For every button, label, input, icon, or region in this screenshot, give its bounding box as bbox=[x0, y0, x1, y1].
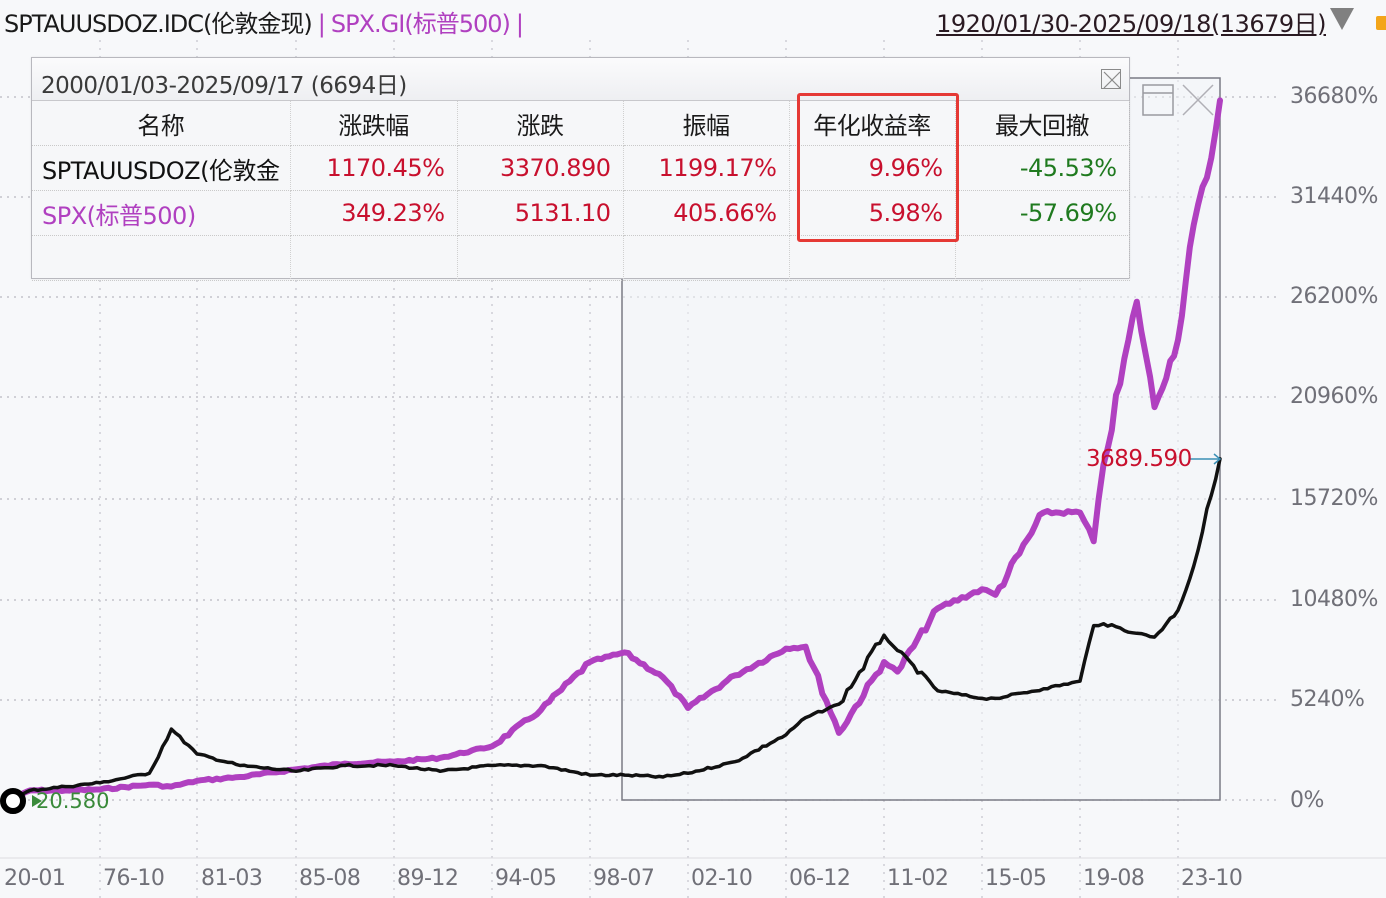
row-amplitude: 405.66% bbox=[623, 190, 790, 236]
end-value-arrow bbox=[1190, 453, 1222, 465]
panel-header: 2000/01/03-2025/09/17 (6694日) bbox=[32, 58, 1129, 101]
x-axis-label: 20-01 bbox=[4, 866, 66, 891]
start-point-marker bbox=[0, 788, 42, 814]
x-axis-label: 11-02 bbox=[887, 866, 949, 891]
y-axis-label: 36680% bbox=[1290, 84, 1378, 109]
x-axis-label: 19-08 bbox=[1083, 866, 1145, 891]
table-row: SPX(标普500) 349.23% 5131.10 405.66% 5.98%… bbox=[32, 190, 1130, 236]
legend-spx[interactable]: SPX.GI(标普500) bbox=[330, 10, 511, 38]
row-change: 3370.890 bbox=[457, 145, 624, 191]
legend-separator: | bbox=[515, 10, 524, 38]
gold-line bbox=[10, 457, 1222, 802]
row-annualized-return: 9.96% bbox=[789, 145, 956, 191]
spx-line bbox=[9, 97, 1223, 803]
x-axis-label: 94-05 bbox=[495, 866, 557, 891]
row-name: SPTAUUSDOZ(伦敦金 bbox=[32, 145, 291, 191]
legend-separator: | bbox=[317, 10, 326, 38]
x-axis-label: 98-07 bbox=[593, 866, 655, 891]
x-axis-label: 06-12 bbox=[789, 866, 851, 891]
end-value-label: 3689.590 bbox=[1086, 446, 1192, 472]
x-axis-label: 23-10 bbox=[1181, 866, 1243, 891]
row-name: SPX(标普500) bbox=[32, 190, 291, 236]
x-axis-label: 89-12 bbox=[397, 866, 459, 891]
col-name: 名称 bbox=[32, 101, 291, 146]
col-change-pct: 涨跌幅 bbox=[290, 101, 458, 146]
table-row-empty bbox=[32, 235, 1130, 281]
legend-gold[interactable]: SPTAUUSDOZ.IDC(伦敦金现) bbox=[4, 10, 313, 38]
close-box-icon[interactable] bbox=[1101, 69, 1121, 89]
col-change: 涨跌 bbox=[457, 101, 624, 146]
y-axis-label: 15720% bbox=[1290, 486, 1378, 511]
x-axis-label: 76-10 bbox=[103, 866, 165, 891]
row-max-drawdown: -45.53% bbox=[955, 145, 1130, 191]
x-axis-label: 81-03 bbox=[201, 866, 263, 891]
y-axis-label: 31440% bbox=[1290, 184, 1378, 209]
y-axis-label: 0% bbox=[1290, 788, 1324, 813]
row-change: 5131.10 bbox=[457, 190, 624, 236]
table-row: SPTAUUSDOZ(伦敦金 1170.45% 3370.890 1199.17… bbox=[32, 145, 1130, 191]
series-lines bbox=[9, 97, 1223, 803]
interval-stats-panel: 2000/01/03-2025/09/17 (6694日) 名称 涨跌幅 涨跌 … bbox=[31, 57, 1130, 281]
start-value-label: 20.580 bbox=[36, 789, 110, 813]
y-axis-label: 26200% bbox=[1290, 284, 1378, 309]
legend: SPTAUUSDOZ.IDC(伦敦金现) | SPX.GI(标普500) | bbox=[4, 4, 529, 39]
stats-table: 名称 涨跌幅 涨跌 振幅 年化收益率 最大回撤 SPTAUUSDOZ(伦敦金 1… bbox=[32, 101, 1130, 281]
panel-title: 2000/01/03-2025/09/17 (6694日) bbox=[41, 73, 407, 99]
y-axis-label: 20960% bbox=[1290, 384, 1378, 409]
chart-header: SPTAUUSDOZ.IDC(伦敦金现) | SPX.GI(标普500) | 1920… bbox=[0, 0, 1386, 40]
table-header-row: 名称 涨跌幅 涨跌 振幅 年化收益率 最大回撤 bbox=[32, 101, 1130, 146]
y-axis-label: 5240% bbox=[1290, 687, 1365, 712]
date-range-link[interactable]: 1920/01/30-2025/09/18(13679日) bbox=[936, 10, 1326, 38]
triangle-down-icon[interactable] bbox=[1330, 8, 1354, 30]
x-axis-label: 15-05 bbox=[985, 866, 1047, 891]
y-axis-label: 10480% bbox=[1290, 587, 1378, 612]
window-restore-icon[interactable] bbox=[1142, 84, 1174, 116]
col-max-drawdown: 最大回撤 bbox=[955, 101, 1130, 146]
row-max-drawdown: -57.69% bbox=[955, 190, 1130, 236]
row-annualized-return: 5.98% bbox=[789, 190, 956, 236]
info-badge-icon[interactable] bbox=[1376, 16, 1386, 30]
close-x-icon[interactable] bbox=[1182, 84, 1214, 116]
row-change-pct: 1170.45% bbox=[290, 145, 458, 191]
row-amplitude: 1199.17% bbox=[623, 145, 790, 191]
highlight-box-annualized-return bbox=[797, 93, 959, 242]
x-axis-label: 85-08 bbox=[299, 866, 361, 891]
x-axis-label: 02-10 bbox=[691, 866, 753, 891]
col-amplitude: 振幅 bbox=[623, 101, 790, 146]
row-change-pct: 349.23% bbox=[290, 190, 458, 236]
col-annualized-return: 年化收益率 bbox=[789, 101, 956, 146]
